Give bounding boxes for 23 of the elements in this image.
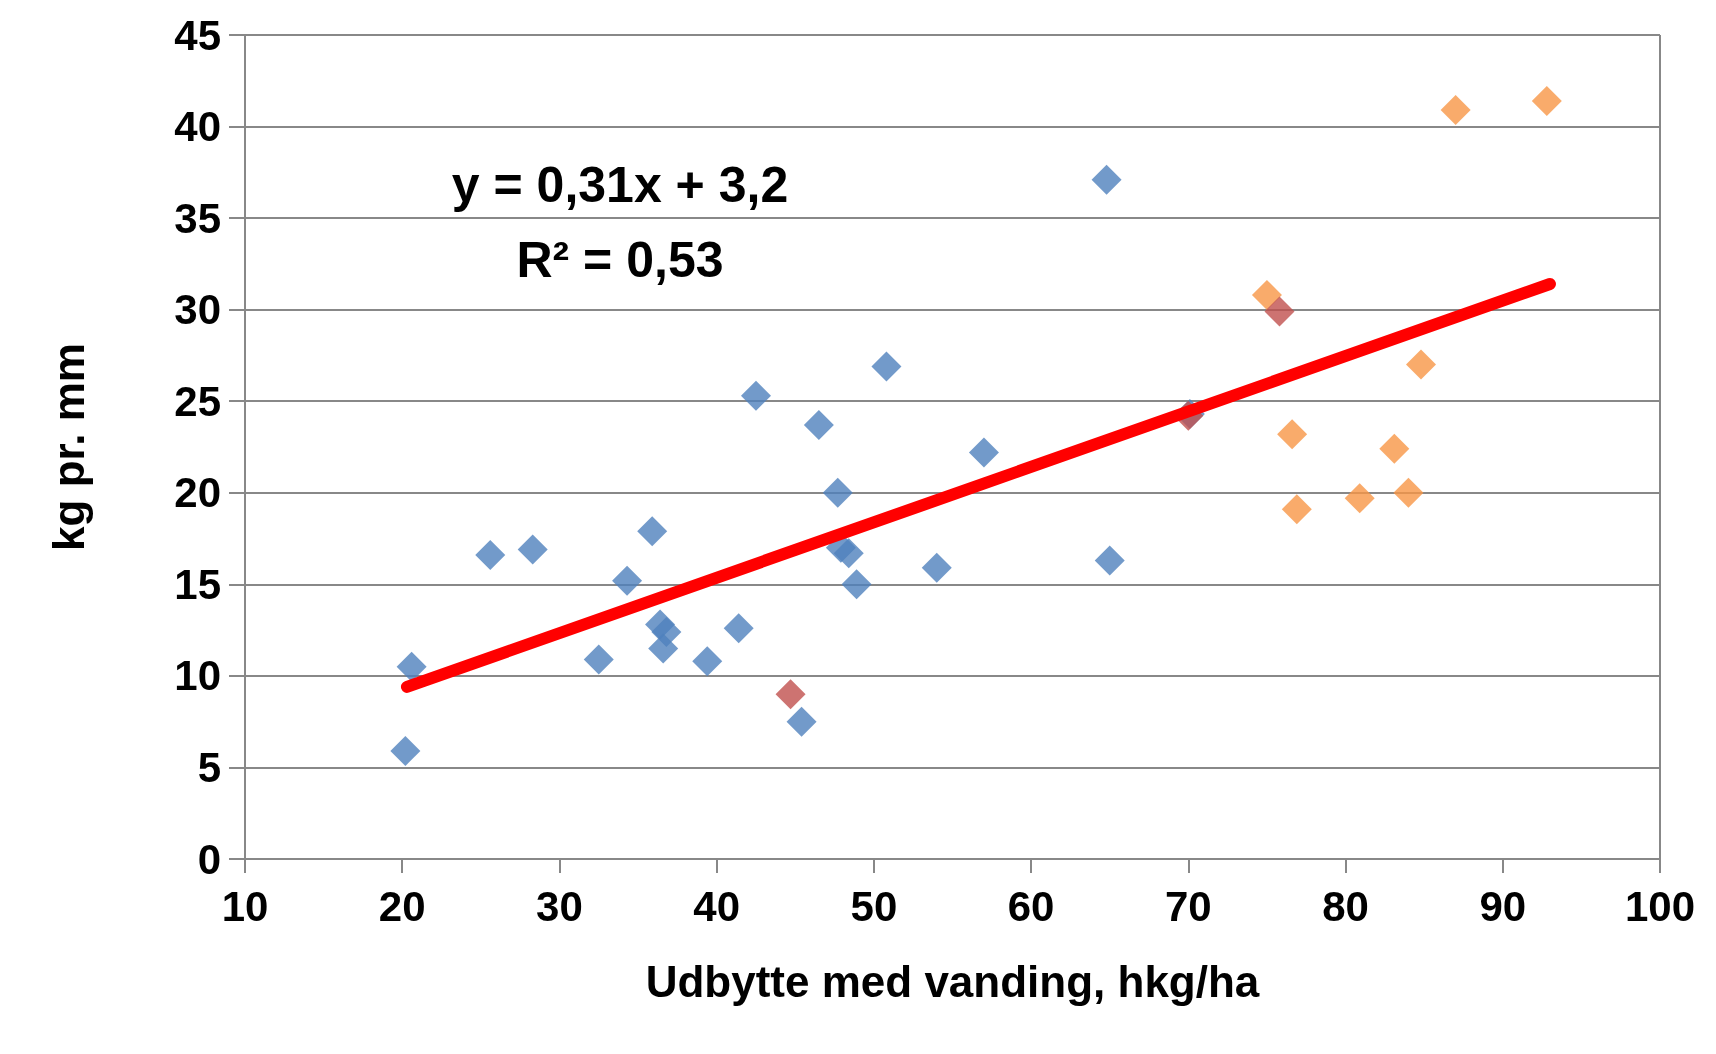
y-tick-label: 25 (174, 377, 221, 425)
x-tick-label: 60 (1007, 882, 1055, 930)
y-tick-label: 15 (174, 560, 221, 608)
x-tick-label: 80 (1322, 882, 1369, 930)
x-tick-label: 70 (1164, 882, 1212, 930)
x-tick-label: 100 (1624, 882, 1696, 930)
x-tick-label: 50 (850, 882, 898, 930)
y-tick-label: 40 (174, 103, 221, 151)
y-axis-title: kg pr. mm (43, 343, 93, 551)
x-tick-label: 20 (378, 882, 426, 930)
y-tick-label: 30 (174, 286, 221, 334)
x-tick-label: 40 (693, 882, 741, 930)
y-tick-label: 5 (197, 743, 221, 791)
annotation: R² = 0,53 (516, 232, 724, 288)
x-tick-label: 90 (1479, 882, 1527, 930)
y-tick-label: 20 (174, 469, 221, 517)
y-tick-label: 0 (197, 835, 221, 883)
x-tick-label: 30 (536, 882, 583, 930)
y-tick-label: 35 (174, 194, 221, 242)
x-axis-title: Udbytte med vanding, hkg/ha (645, 956, 1260, 1006)
y-tick-label: 45 (174, 11, 221, 59)
y-tick-label: 10 (174, 652, 221, 700)
annotation: y = 0,31x + 3,2 (451, 157, 789, 213)
